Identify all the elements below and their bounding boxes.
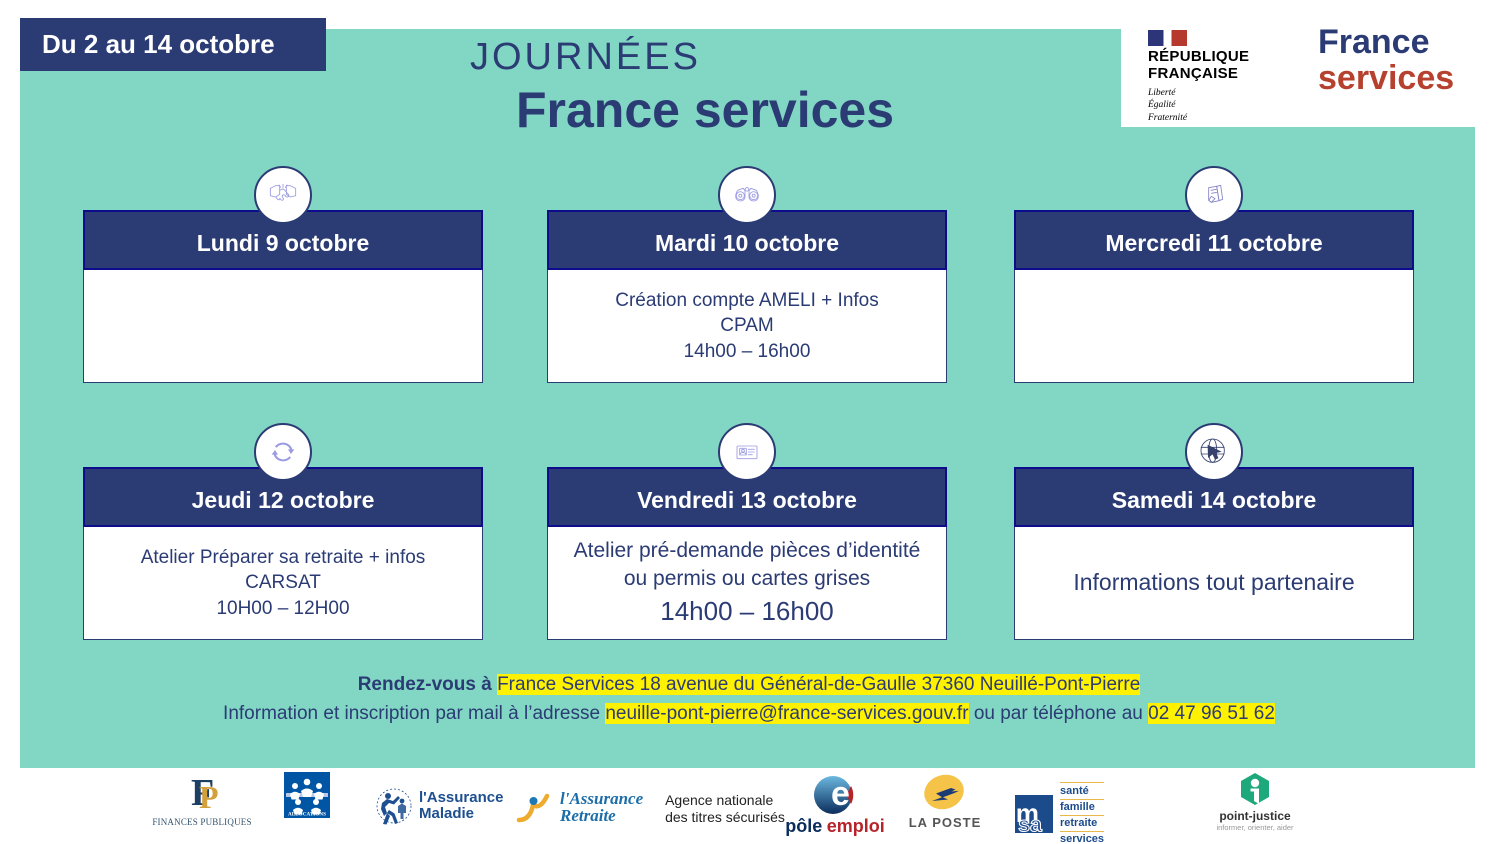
svg-text:P: P (199, 779, 219, 814)
svg-text:e: e (831, 775, 850, 813)
svg-text:sa: sa (1018, 813, 1043, 834)
svg-text:ALLOCATIONS: ALLOCATIONS (288, 812, 326, 818)
